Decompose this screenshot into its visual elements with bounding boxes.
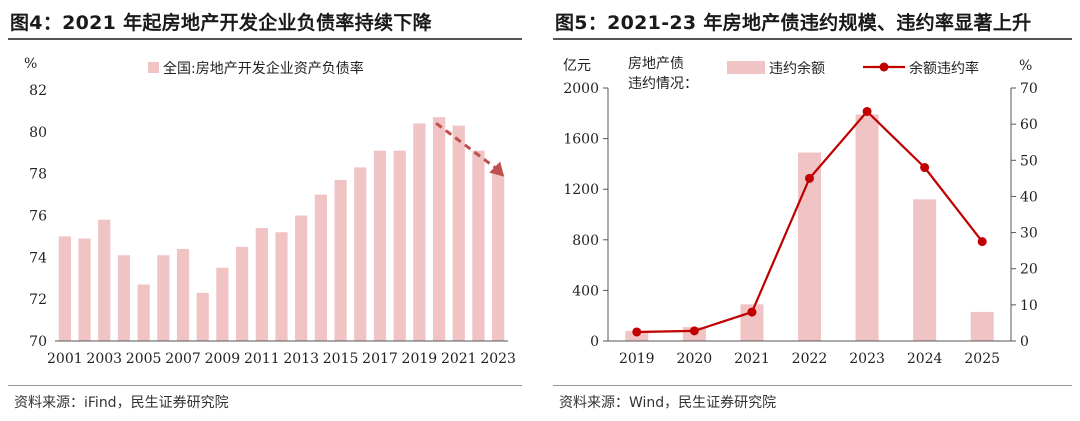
legend-header-line2: 违约情况： bbox=[628, 76, 698, 92]
x-tick-label: 2021 bbox=[734, 351, 770, 367]
x-tick-label: 2013 bbox=[283, 351, 319, 367]
default-rate-point bbox=[747, 307, 757, 317]
default-rate-point bbox=[689, 326, 699, 336]
x-tick-label: 2001 bbox=[47, 351, 83, 367]
bar bbox=[216, 267, 229, 341]
bar bbox=[137, 284, 150, 341]
x-tick-label: 2020 bbox=[677, 351, 713, 367]
bar bbox=[58, 236, 71, 341]
x-tick-label: 2019 bbox=[402, 351, 438, 367]
left-tick-label: 400 bbox=[572, 283, 599, 299]
y-tick-label: 82 bbox=[29, 83, 47, 99]
bar bbox=[314, 194, 327, 341]
right-tick-label: 10 bbox=[1020, 298, 1038, 314]
bar bbox=[970, 311, 994, 341]
figure-5-top-rule bbox=[553, 38, 1072, 40]
bar bbox=[78, 238, 91, 341]
x-tick-label: 2022 bbox=[792, 351, 828, 367]
bar bbox=[255, 228, 268, 341]
bar bbox=[354, 167, 367, 341]
y-tick-label: 76 bbox=[29, 209, 47, 225]
x-tick-label: 2009 bbox=[205, 351, 241, 367]
x-tick-label: 2025 bbox=[964, 351, 1000, 367]
left-tick-label: 1600 bbox=[563, 132, 599, 148]
y-tick-label: 74 bbox=[29, 250, 47, 266]
bar bbox=[452, 125, 465, 341]
figure-5-bottom-rule bbox=[553, 385, 1072, 386]
bar bbox=[176, 248, 190, 341]
bar bbox=[413, 123, 426, 341]
figure-4-top-rule bbox=[8, 38, 522, 40]
bar bbox=[472, 150, 485, 341]
bar bbox=[157, 255, 170, 341]
bar bbox=[196, 292, 209, 341]
right-tick-label: 40 bbox=[1020, 189, 1038, 205]
figure-5-chart: 0 400 800 1200 1600 2000 0 10 20 30 40 50 60 70 亿元 % 201… bbox=[563, 56, 1038, 367]
right-tick-label: 60 bbox=[1020, 117, 1038, 133]
bar bbox=[117, 255, 131, 341]
bar bbox=[275, 232, 288, 341]
left-tick-label: 1200 bbox=[563, 182, 599, 198]
trend-arrow-line bbox=[435, 121, 497, 169]
x-tick-label: 2015 bbox=[323, 351, 359, 367]
default-rate-point bbox=[805, 173, 814, 183]
trend-arrow-head bbox=[489, 161, 505, 177]
default-rate-point bbox=[862, 106, 872, 116]
figure-5-source: 资料来源：Wind，民生证券研究院 bbox=[559, 395, 777, 411]
x-tick-label: 2021 bbox=[441, 351, 477, 367]
legend-line-marker bbox=[879, 62, 889, 72]
bar bbox=[373, 150, 387, 341]
x-tick-label: 2023 bbox=[480, 351, 516, 367]
left-tick-label: 0 bbox=[590, 334, 599, 350]
x-tick-label: 2007 bbox=[165, 351, 201, 367]
figure-5-panel: 图5：2021-23 年房地产债违约规模、违约率显著上升 0 400 800 1200… bbox=[545, 0, 1080, 421]
default-rate-point bbox=[977, 237, 987, 247]
figure-4-bottom-rule bbox=[8, 385, 522, 386]
legend-line-label: 余额违约率 bbox=[909, 60, 979, 77]
bar bbox=[334, 179, 347, 341]
legend-swatch bbox=[148, 62, 159, 73]
bar bbox=[295, 215, 308, 341]
legend-header-line1: 房地产债 bbox=[628, 56, 684, 72]
bar bbox=[797, 152, 822, 341]
y-tick-label: 80 bbox=[29, 125, 47, 141]
right-axis-unit: % bbox=[1019, 58, 1032, 74]
x-tick-label: 2023 bbox=[849, 351, 885, 367]
right-tick-label: 0 bbox=[1020, 334, 1029, 350]
right-tick-label: 30 bbox=[1020, 226, 1038, 242]
left-tick-label: 2000 bbox=[563, 81, 599, 97]
y-axis-unit: % bbox=[24, 56, 37, 72]
figure-4-source: 资料来源：iFind，民生证券研究院 bbox=[14, 395, 229, 411]
left-tick-label: 800 bbox=[572, 233, 599, 249]
figure-4-panel: 图4：2021 年起房地产开发企业负债率持续下降 70 72 74 76 78 80 82%… bbox=[0, 0, 530, 421]
x-tick-label: 2005 bbox=[126, 351, 162, 367]
bar bbox=[236, 246, 249, 341]
legend-bar-swatch bbox=[727, 61, 765, 74]
x-tick-label: 2017 bbox=[362, 351, 398, 367]
bar bbox=[98, 219, 111, 341]
legend-bar-label: 违约余额 bbox=[769, 60, 825, 77]
bar bbox=[432, 117, 446, 341]
x-tick-label: 2003 bbox=[86, 351, 122, 367]
bar bbox=[913, 199, 937, 341]
y-tick-label: 70 bbox=[29, 334, 47, 350]
bar bbox=[393, 150, 406, 341]
x-tick-label: 2011 bbox=[244, 351, 280, 367]
figure-4-title: 图4：2021 年起房地产开发企业负债率持续下降 bbox=[10, 12, 432, 34]
right-tick-label: 20 bbox=[1020, 262, 1038, 278]
x-tick-label: 2019 bbox=[619, 351, 655, 367]
x-tick-label: 2024 bbox=[907, 351, 943, 367]
bar bbox=[492, 173, 505, 341]
default-rate-point bbox=[920, 163, 930, 173]
figure-5-title: 图5：2021-23 年房地产债违约规模、违约率显著上升 bbox=[555, 12, 1032, 34]
y-tick-label: 78 bbox=[29, 167, 47, 183]
right-tick-label: 50 bbox=[1020, 153, 1038, 169]
legend-label: 全国:房地产开发企业资产负债率 bbox=[163, 60, 364, 77]
right-tick-label: 70 bbox=[1020, 81, 1038, 97]
default-rate-point bbox=[632, 327, 642, 337]
left-axis-unit: 亿元 bbox=[563, 58, 591, 74]
bar bbox=[855, 114, 879, 341]
y-tick-label: 72 bbox=[29, 292, 47, 308]
